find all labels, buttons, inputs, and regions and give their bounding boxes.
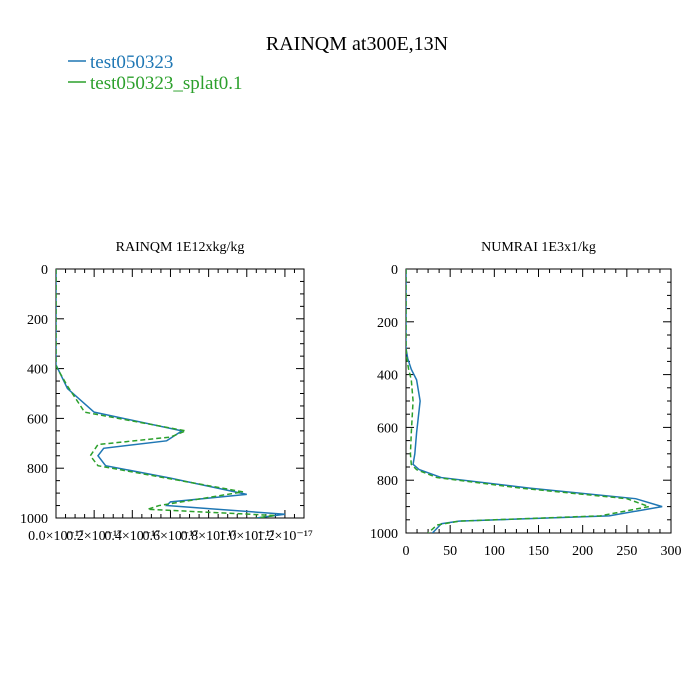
- x-tick-label: 0.2×10⁻¹⁷: [66, 529, 122, 544]
- page-title: RAINQM at300E,13N: [266, 33, 448, 55]
- y-tick-label: 200: [27, 313, 48, 328]
- y-tick-label: 800: [27, 462, 48, 477]
- series-line-test050323-splat0.1: [406, 269, 652, 533]
- x-tick-label: 0.8×10⁻¹⁷: [181, 529, 237, 544]
- x-tick-label: 0: [403, 544, 410, 559]
- x-tick-label: 0.4×10⁻¹⁷: [104, 529, 160, 544]
- series-line-test050323: [406, 269, 663, 533]
- x-tick-label: 0.6×10⁻¹⁷: [143, 529, 199, 544]
- x-tick-label: 50: [443, 544, 457, 559]
- x-tick-label: 300: [661, 544, 682, 559]
- legend-label-test050323: test050323: [90, 52, 173, 73]
- y-tick-label: 400: [27, 363, 48, 378]
- y-tick-label: 800: [377, 474, 398, 489]
- y-tick-label: 0: [41, 263, 48, 278]
- y-tick-label: 1000: [20, 512, 48, 527]
- legend-label-test050323_splat0.1: test050323_splat0.1: [90, 73, 243, 94]
- rainqm-panel: RAINQM 1E12xkg/kg 0 200 400 600 800 1000 0.0×10…: [20, 240, 313, 544]
- y-tick-label: 0: [391, 263, 398, 278]
- x-tick-label: 200: [572, 544, 593, 559]
- x-tick-label: 100: [484, 544, 505, 559]
- numrai-panel: NUMRAI 1E3x1/kg 0 200 400 600 800 1000 0 50 100 15…: [370, 240, 682, 559]
- x-tick-label: 250: [616, 544, 637, 559]
- x-tick-label: 150: [528, 544, 549, 559]
- x-tick-label: 1.2×10⁻¹⁷: [257, 529, 313, 544]
- y-tick-label: 600: [27, 412, 48, 427]
- legend: test050323 test050323_splat0.1: [68, 52, 243, 94]
- series-line-test050323-splat0.1: [56, 269, 276, 518]
- x-tick-label: 0.0×10⁻¹⁷: [28, 529, 84, 544]
- series-line-test050323: [56, 269, 286, 518]
- y-tick-label: 1000: [370, 527, 398, 542]
- y-tick-label: 200: [377, 316, 398, 331]
- y-tick-label: 600: [377, 421, 398, 436]
- panel-title: NUMRAI 1E3x1/kg: [481, 240, 596, 255]
- panel-title: RAINQM 1E12xkg/kg: [116, 240, 245, 255]
- axes-frame: [405, 268, 672, 534]
- y-tick-label: 400: [377, 369, 398, 384]
- x-tick-label: 1.0×10⁻¹⁷: [219, 529, 275, 544]
